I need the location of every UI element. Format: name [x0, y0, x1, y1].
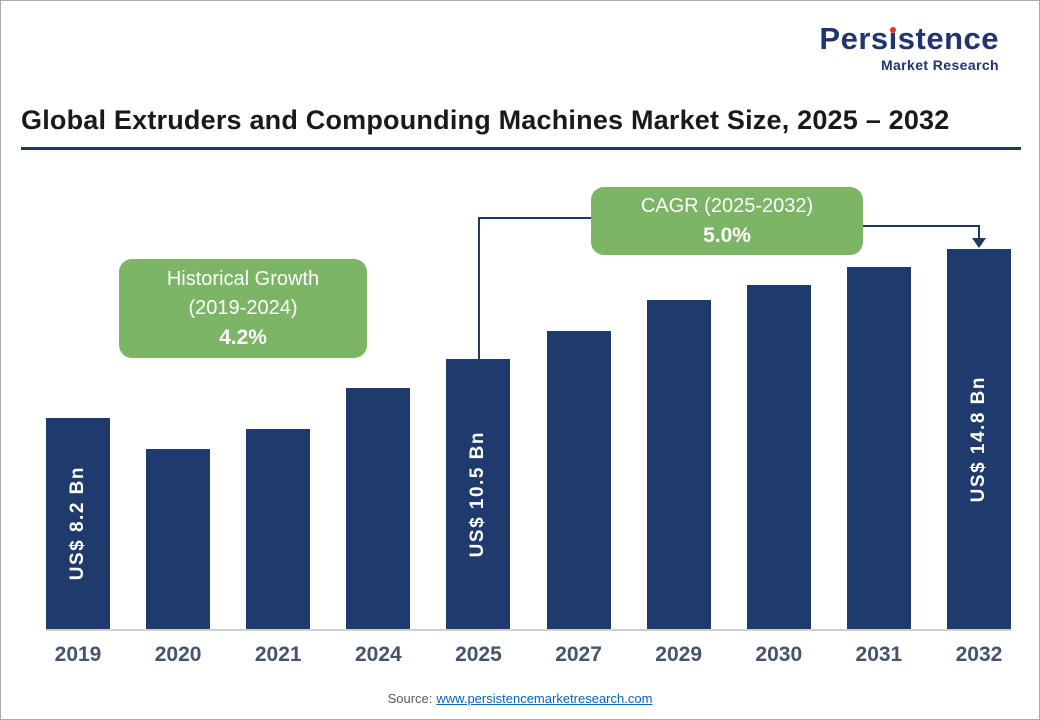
historical-callout-value: 4.2%	[219, 326, 267, 349]
arrow-down-icon	[972, 238, 986, 248]
cagr-connector-vertical-2032	[978, 225, 980, 239]
bar-2032: US$ 14.8 Bn	[946, 249, 1011, 629]
x-label-2031: 2031	[855, 643, 903, 666]
bar-chart: US$ 8.2 Bn US$ 10.5 Bn US$ 14.8 Bn 2019 202…	[46, 201, 1011, 671]
cagr-callout: CAGR (2025-2032) 5.0%	[591, 187, 863, 255]
logo-subtitle: Market Research	[880, 56, 999, 73]
bars: US$ 8.2 Bn US$ 10.5 Bn US$ 14.8 Bn	[46, 201, 1011, 629]
cagr-callout-line1: CAGR (2025-2032)	[640, 195, 814, 217]
x-label-2032: 2032	[955, 643, 1003, 666]
source-line: Source: www.persistencemarketresearch.com	[1, 691, 1039, 706]
bar-2021	[246, 429, 311, 629]
historical-growth-callout: Historical Growth (2019-2024) 4.2%	[119, 259, 367, 358]
page-title: Global Extruders and Compounding Machine…	[21, 105, 950, 135]
bar-2024	[346, 388, 411, 629]
bar-value-label-2032: US$ 14.8 Bn	[967, 375, 989, 503]
bar-2025: US$ 10.5 Bn	[446, 359, 511, 629]
logo-i-char: ı	[888, 21, 898, 56]
cagr-connector-horizontal-right	[861, 225, 980, 227]
logo-wordmark: Pers ıstence	[819, 21, 999, 56]
x-label-2020: 2020	[154, 643, 202, 666]
plot-area: US$ 8.2 Bn US$ 10.5 Bn US$ 14.8 Bn	[46, 201, 1011, 631]
x-label-2025: 2025	[455, 643, 502, 666]
logo-dotted-i: ı	[888, 21, 898, 56]
bar-2030	[746, 285, 811, 629]
source-link[interactable]: www.persistencemarketresearch.com	[436, 691, 653, 706]
bar-value-label-2019: US$ 8.2 Bn	[67, 466, 88, 581]
x-label-2021: 2021	[254, 643, 302, 666]
historical-callout-line1: Historical Growth	[166, 268, 320, 290]
title-underline	[21, 147, 1021, 150]
historical-callout-line2: (2019-2024)	[188, 297, 298, 319]
bar-2029	[646, 300, 711, 629]
cagr-connector-vertical-2025	[478, 217, 480, 367]
cagr-connector-horizontal-left	[478, 217, 594, 219]
logo: Pers ıstence Market Research	[819, 21, 999, 73]
logo-red-dot-icon	[890, 27, 897, 33]
source-label: Source:	[387, 691, 433, 706]
bar-2019: US$ 8.2 Bn	[46, 418, 110, 629]
x-label-2027: 2027	[555, 643, 602, 666]
x-label-2024: 2024	[354, 643, 402, 666]
bar-2031	[846, 267, 911, 629]
bar-value-label-2025: US$ 10.5 Bn	[467, 430, 489, 558]
bar-2027	[546, 331, 611, 629]
logo-text-pre: Pers	[819, 21, 889, 56]
bar-2020	[146, 449, 211, 629]
x-label-2019: 2019	[54, 643, 102, 666]
cagr-callout-value: 5.0%	[703, 224, 751, 247]
x-axis-labels: 2019 2020 2021 2024 2025 2027 2029 2030 2031 2032	[46, 631, 1011, 667]
logo-text-post: stence	[897, 21, 999, 56]
x-label-2030: 2030	[755, 643, 803, 666]
x-label-2029: 2029	[655, 643, 703, 666]
